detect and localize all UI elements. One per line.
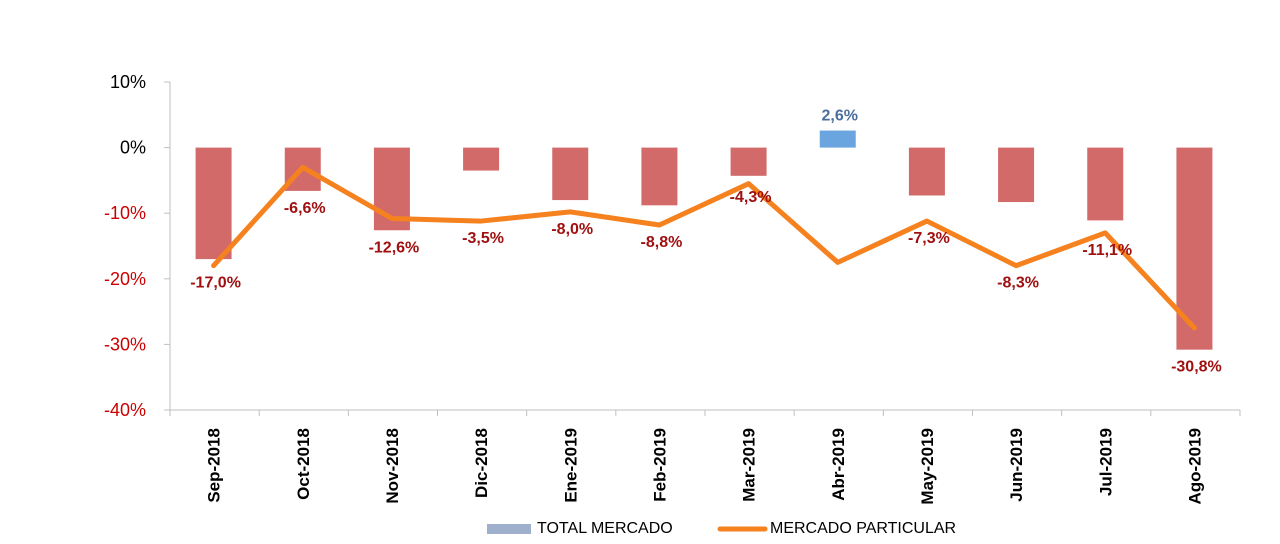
data-label-oct-2018: -6,6% xyxy=(284,200,326,217)
data-label-ago-2019: -30,8% xyxy=(1171,359,1222,376)
bar-ago-2019 xyxy=(1176,147,1213,350)
x-tick-label: Mar-2019 xyxy=(740,428,759,502)
x-axis-ticks: Sep-2018 Oct-2018 Nov-2018 Dic-2018 Ene-2019… xyxy=(169,410,1241,505)
bar-ene-2019 xyxy=(552,147,589,201)
x-tick-label: Nov-2018 xyxy=(383,428,402,504)
bar-series-total-mercado xyxy=(195,130,1213,350)
y-tick-label: 0% xyxy=(120,138,146,158)
x-tick-label: Abr-2019 xyxy=(829,428,848,501)
line-mercado-particular xyxy=(211,164,1197,331)
bar-feb-2019 xyxy=(641,147,678,206)
x-tick-label: May-2019 xyxy=(918,428,937,505)
x-tick-label: Ago-2019 xyxy=(1185,428,1204,505)
legend-swatch-total-mercado xyxy=(487,524,531,534)
data-label-abr-2019: 2,6% xyxy=(822,108,858,125)
data-label-dic-2018: -3,5% xyxy=(462,230,504,247)
bar-mar-2019 xyxy=(730,147,767,176)
x-tick-label: Feb-2019 xyxy=(650,428,669,502)
data-label-feb-2019: -8,8% xyxy=(641,234,683,251)
line-series-mercado-particular xyxy=(211,164,1197,331)
data-label-jul-2019: -11,1% xyxy=(1082,242,1132,259)
bar-may-2019 xyxy=(908,147,945,196)
data-label-sep-2018: -17,0% xyxy=(190,275,241,292)
data-label-nov-2018: -12,6% xyxy=(369,239,420,256)
bar-jul-2019 xyxy=(1087,147,1124,221)
bar-abr-2019 xyxy=(819,130,856,148)
y-tick-label: -10% xyxy=(104,203,146,223)
data-label-jun-2019: -8,3% xyxy=(997,275,1039,292)
bar-sep-2018 xyxy=(195,147,232,260)
bar-dic-2018 xyxy=(463,147,500,171)
data-label-ene-2019: -8,0% xyxy=(551,221,593,238)
data-label-may-2019: -7,3% xyxy=(908,230,950,247)
x-tick-label: Oct-2018 xyxy=(294,428,313,500)
data-labels: -17,0% -6,6% -12,6% -3,5% -8,0% -8,8% -4,3% 2,6… xyxy=(190,108,1222,376)
x-tick-label: Dic-2018 xyxy=(472,428,491,498)
y-tick-label: -20% xyxy=(104,269,146,289)
x-tick-label: Sep-2018 xyxy=(205,428,224,503)
x-tick-label: Jul-2019 xyxy=(1096,428,1115,496)
legend-label-mercado-particular: MERCADO PARTICULAR xyxy=(770,520,956,537)
chart-legend: TOTAL MERCADO MERCADO PARTICULAR xyxy=(487,520,956,537)
bar-jun-2019 xyxy=(998,147,1035,203)
y-tick-label: 10% xyxy=(110,72,146,92)
x-tick-label: Jun-2019 xyxy=(1007,428,1026,502)
x-tick-label: Ene-2019 xyxy=(561,428,580,503)
data-label-mar-2019: -4,3% xyxy=(730,189,772,206)
y-tick-label: -30% xyxy=(104,334,146,354)
legend-label-total-mercado: TOTAL MERCADO xyxy=(537,520,673,537)
y-tick-label: -40% xyxy=(104,400,146,420)
